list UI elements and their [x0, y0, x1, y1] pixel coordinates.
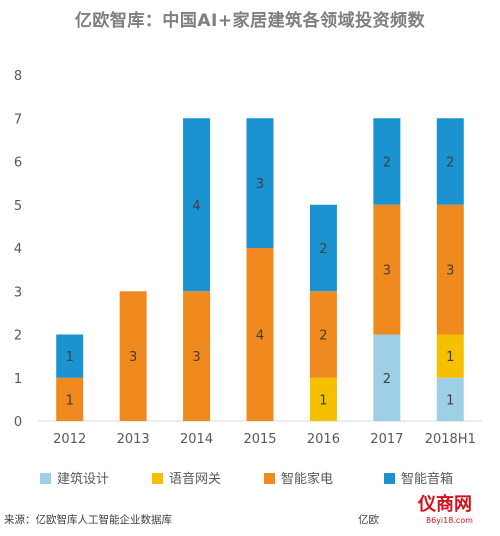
- legend-swatch: [264, 473, 275, 484]
- data-label: 4: [192, 199, 200, 214]
- data-label: 1: [446, 350, 454, 365]
- bar-segment: [436, 204, 464, 335]
- bar-segment: [309, 291, 337, 378]
- y-tick-label: 7: [14, 112, 22, 127]
- data-label: 1: [319, 393, 327, 408]
- x-tick-label: 2018H1: [425, 432, 476, 447]
- x-tick-label: 2014: [180, 432, 213, 447]
- data-label: 4: [256, 329, 264, 344]
- data-label: 1: [66, 393, 74, 408]
- bar-segment: [246, 118, 274, 248]
- y-tick-label: 6: [14, 156, 22, 171]
- data-label: 3: [383, 264, 391, 279]
- y-tick-label: 4: [14, 242, 22, 257]
- chart-title: 亿欧智库：中国AI+家居建筑各领域投资频数: [74, 11, 426, 31]
- source-note: 来源：亿欧智库人工智能企业数据库: [4, 514, 172, 526]
- data-label: 3: [256, 177, 264, 192]
- legend-label: 建筑设计: [57, 471, 109, 487]
- bar-segment: [56, 377, 84, 421]
- bar-segment: [183, 118, 211, 292]
- legend-label: 语音网关: [169, 471, 221, 487]
- x-tick-label: 2017: [370, 432, 403, 447]
- legend-swatch: [40, 473, 51, 484]
- bar-segment: [246, 248, 274, 421]
- data-label: 1: [446, 393, 454, 408]
- site-logo: 仪商网 86yi18.com: [418, 490, 500, 534]
- data-label: 3: [446, 264, 454, 279]
- bar-segment: [309, 377, 337, 421]
- legend-label: 智能家电: [281, 471, 333, 487]
- x-tick-label: 2015: [243, 432, 276, 447]
- watermark-text: 亿欧: [358, 514, 379, 526]
- y-tick-label: 3: [14, 285, 22, 300]
- bar-segment: [183, 291, 211, 421]
- data-label: 3: [129, 350, 137, 365]
- y-tick-label: 1: [14, 372, 22, 387]
- y-tick-label: 5: [14, 199, 22, 214]
- bar-segment: [436, 118, 464, 205]
- bar-segment: [373, 118, 401, 205]
- bar-segment: [56, 334, 84, 378]
- bar-segment: [436, 334, 464, 378]
- bar-segment: [373, 204, 401, 335]
- bar-segment: [373, 334, 401, 421]
- x-tick-label: 2012: [53, 432, 86, 447]
- bar-segment: [436, 377, 464, 421]
- legend-label: 智能音箱: [401, 471, 453, 487]
- legend-swatch: [152, 473, 163, 484]
- data-label: 1: [66, 350, 74, 365]
- bar-segment: [309, 204, 337, 292]
- bar-segment: [119, 291, 147, 421]
- legend-swatch: [384, 473, 395, 484]
- logo-url: 86yi18.com: [426, 516, 473, 525]
- x-tick-label: 2016: [307, 432, 340, 447]
- data-label: 2: [319, 329, 327, 344]
- data-label: 2: [446, 156, 454, 171]
- y-tick-label: 8: [14, 69, 22, 84]
- y-tick-label: 0: [14, 415, 22, 430]
- y-tick-label: 2: [14, 329, 22, 344]
- logo-text: 仪商网: [418, 494, 472, 515]
- x-tick-label: 2013: [117, 432, 150, 447]
- data-label: 3: [192, 350, 200, 365]
- data-label: 2: [383, 372, 391, 387]
- data-label: 2: [383, 156, 391, 171]
- data-label: 2: [319, 242, 327, 257]
